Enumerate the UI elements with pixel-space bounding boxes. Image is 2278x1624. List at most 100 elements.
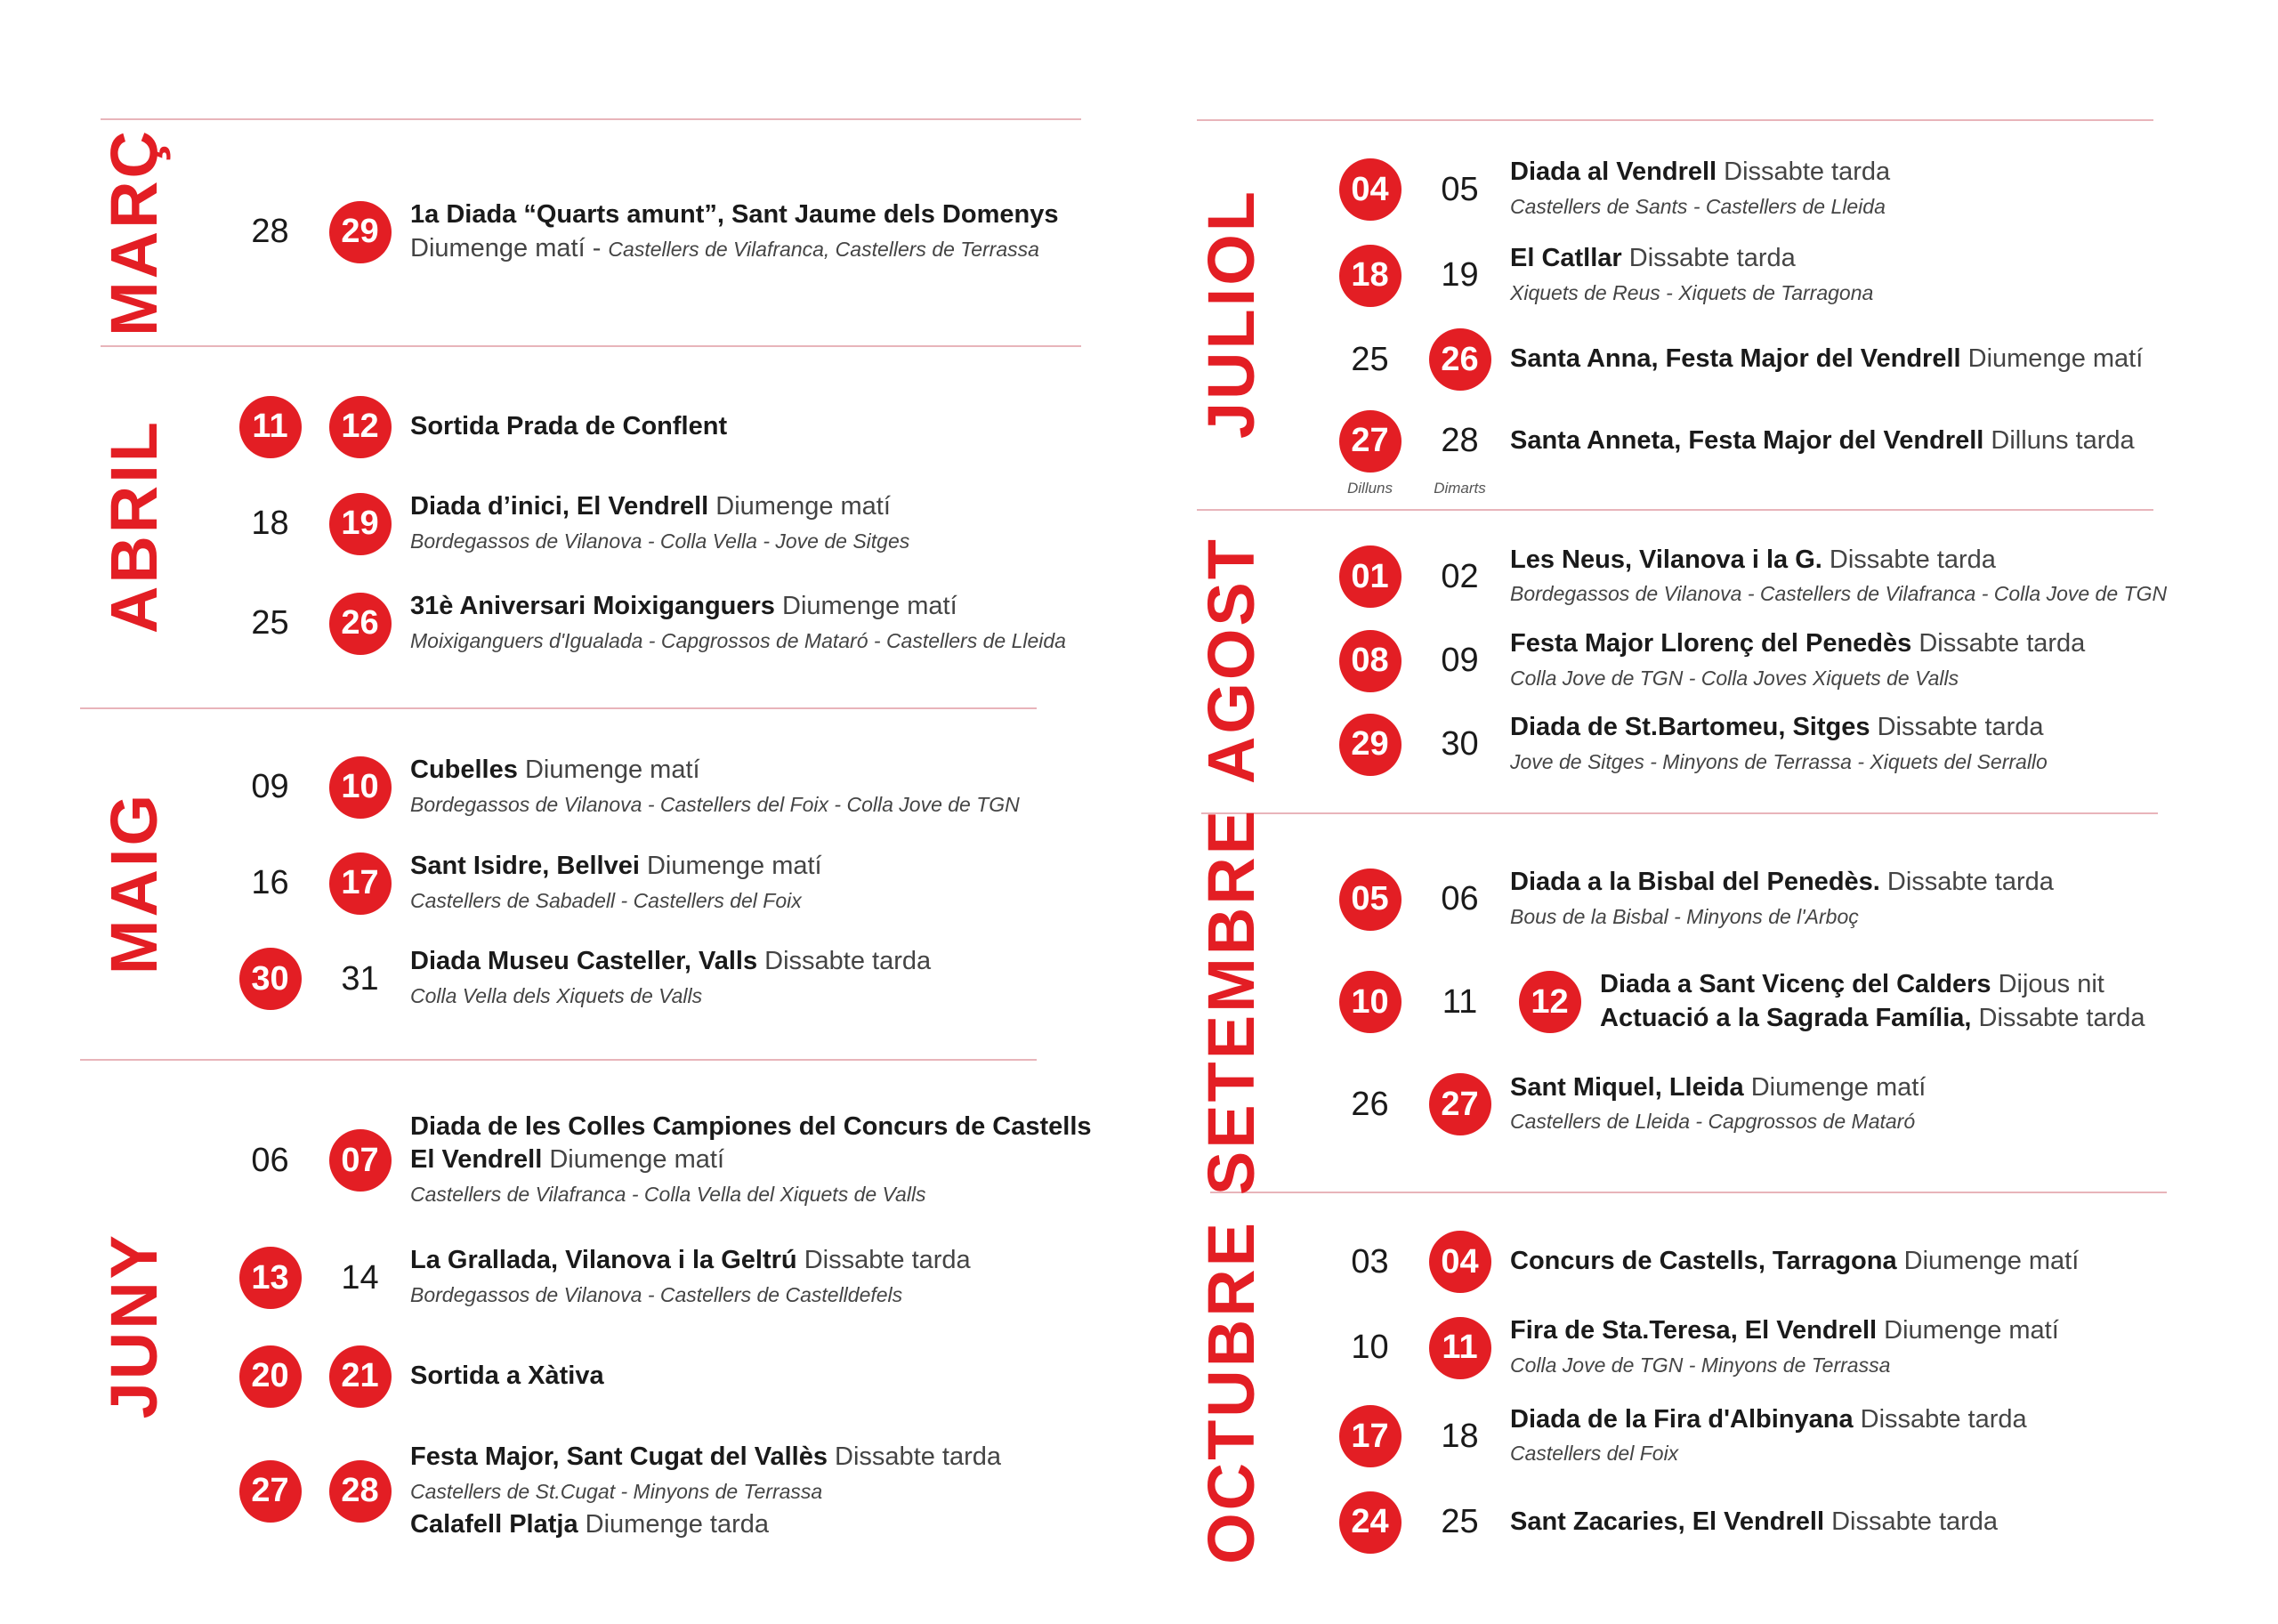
day-number: 25: [1441, 1503, 1479, 1541]
event-colles: Castellers de St.Cugat - Minyons de Terr…: [410, 1479, 823, 1503]
day-cell: 12: [1505, 971, 1595, 1033]
event-name: Sortida a Xàtiva: [410, 1361, 604, 1390]
entry-line: Castellers de Sabadell - Castellers del …: [410, 884, 822, 917]
entry-text: Cubelles Diumenge matí Bordegassos de Vil…: [410, 754, 1020, 820]
entry-text: Diada de St.Bartomeu, Sitges Dissabte ta…: [1510, 711, 2048, 778]
entry-text: Concurs de Castells, Tarragona Diumenge …: [1510, 1245, 2079, 1279]
day-number: 09: [1441, 642, 1479, 679]
month-label-box: SETEMBRE: [1177, 808, 1284, 1195]
entry: 04 05 Diada al Vendrell Dissabte tarda Cast…: [1325, 156, 2242, 222]
entries: 09 10 Cubelles Diumenge matí Bordegassos de…: [225, 707, 1121, 1059]
day-number: 28: [1441, 422, 1479, 459]
event-colles: Castellers de Vilafranca - Colla Vella d…: [410, 1183, 926, 1207]
event-name: Santa Anneta, Festa Major del Vendrell: [1510, 425, 1984, 455]
entry: 27 28 Festa Major, Sant Cugat del Vallès D…: [225, 1441, 1121, 1541]
event-colles: Jove de Sitges - Minyons de Terrassa - X…: [1510, 749, 2048, 773]
entry: 03 04 Concurs de Castells, Tarragona Diume…: [1325, 1231, 2242, 1294]
entry: 24 25 Sant Zacaries, El Vendrell Dissabte …: [1325, 1491, 2242, 1554]
day-cell: 10: [1325, 971, 1415, 1033]
entry: 09 10 Cubelles Diumenge matí Bordegassos de…: [225, 754, 1121, 820]
event-colles: Moixiganguers d'Igualada - Capgrossos de…: [410, 628, 1066, 652]
entries: 06 07 Diada de les Colles Campiones del Co…: [225, 1059, 1121, 1593]
day-cell: 26: [1415, 328, 1505, 392]
event-name: Sant Isidre, Bellvei: [410, 851, 640, 880]
event-colles: Bordegassos de Vilanova - Castellers de …: [410, 1283, 903, 1307]
entry: 08 09 Festa Major Llorenç del Penedès Diss…: [1325, 627, 2242, 694]
day-cell: 16: [225, 852, 315, 915]
day-circled: 12: [328, 395, 392, 458]
event-colles: Castellers de Lleida - Capgrossos de Mat…: [1510, 1110, 1916, 1134]
day-number: 30: [1441, 725, 1479, 764]
event-name: Diada de les Colles Campiones del Concur…: [410, 1111, 1092, 1141]
event-name: Sant Miquel, Lleida: [1510, 1072, 1744, 1102]
day-circled: 08: [1338, 629, 1402, 692]
rule-line: [101, 345, 1081, 347]
day-cell: 11: [225, 395, 315, 458]
month-name: JUNY: [96, 1232, 171, 1419]
entry-line: Sant Zacaries, El Vendrell Dissabte tard…: [1510, 1506, 1998, 1539]
month-section: SETEMBRE 05 06 Diada a la Bisbal del Penedè…: [1177, 808, 2242, 1195]
event-time: Dissabte tarda: [1919, 628, 2086, 658]
event-colles: Colla Jove de TGN - Colla Joves Xiquets …: [1510, 666, 1959, 690]
entry-line: La Grallada, Vilanova i la Geltrú Dissab…: [410, 1244, 971, 1278]
entries: 11 12 Sortida Prada de Conflent 18 19 Diada d…: [225, 345, 1121, 707]
rule-line: [1197, 119, 2153, 121]
entry-text: Festa Major Llorenç del Penedès Dissabte…: [1510, 627, 2085, 694]
day-circled: 17: [1338, 1405, 1402, 1468]
event-name: Diada a Sant Vicenç del Calders: [1600, 970, 1991, 999]
entry: 01 02 Les Neus, Vilanova i la G. Dissabte …: [1325, 544, 2242, 610]
day-circled: 29: [328, 200, 392, 263]
day-cell: 10: [315, 755, 405, 819]
day-circled: 27: [238, 1459, 302, 1523]
day-circled: 07: [328, 1129, 392, 1192]
entry-line: Moixiganguers d'Igualada - Capgrossos de…: [410, 624, 1066, 658]
entry-line: Colla Jove de TGN - Colla Joves Xiquets …: [1510, 661, 2085, 695]
rule-line: [80, 1059, 1037, 1061]
day-circled: 27: [1338, 409, 1402, 473]
event-time: Diumenge matí: [646, 851, 822, 880]
event-time: Diumenge matí: [524, 755, 700, 785]
entry-text: Diada Museu Casteller, Valls Dissabte ta…: [410, 945, 931, 1012]
event-time: Dissabte tarda: [804, 1246, 971, 1275]
entry-line: Sortida Prada de Conflent: [410, 410, 727, 444]
day-cell: 04: [1415, 1231, 1505, 1294]
entry-text: Diada de la Fira d'Albinyana Dissabte ta…: [1510, 1403, 2027, 1470]
entry-text: Sortida a Xàtiva: [410, 1360, 604, 1394]
day-cell: 25: [1415, 1491, 1505, 1554]
day-cell: 21: [315, 1345, 405, 1408]
event-name: La Grallada, Vilanova i la Geltrú: [410, 1246, 797, 1275]
day-number: 18: [1441, 1417, 1479, 1455]
event-name: El Vendrell: [410, 1145, 543, 1175]
day-cell: 18: [1415, 1405, 1505, 1467]
entry-line: Bordegassos de Vilanova - Castellers de …: [1510, 577, 2167, 610]
event-name: Actuació a la Sagrada Família,: [1600, 1004, 1972, 1032]
entries: 04 05 Diada al Vendrell Dissabte tarda Cast…: [1325, 119, 2242, 509]
entry-text: El Catllar Dissabte tarda Xiquets de Reus…: [1510, 242, 1873, 309]
day-cell: 29: [315, 200, 405, 263]
entries: 28 29 1a Diada “Quarts amunt”, Sant Jaume …: [225, 118, 1121, 345]
day-name: Dimarts: [1434, 479, 1486, 497]
entry-text: Diada de les Colles Campiones del Concur…: [410, 1111, 1092, 1211]
month-name: JULIOL: [1193, 189, 1268, 440]
entry-text: Diada al Vendrell Dissabte tarda Castelle…: [1510, 156, 1890, 222]
entry-line: Castellers de Sants - Castellers de Llei…: [1510, 190, 1890, 223]
day-cell: 30: [225, 948, 315, 1011]
event-time: Diumenge matí -: [410, 233, 602, 263]
day-circled: 04: [1338, 158, 1402, 222]
month-label-box: JUNY: [80, 1059, 187, 1593]
day-cell: 30: [1415, 714, 1505, 776]
day-circled: 26: [328, 592, 392, 655]
event-time: Diumenge matí: [782, 592, 957, 621]
event-name: Cubelles: [410, 755, 518, 785]
event-colles: Xiquets de Reus - Xiquets de Tarragona: [1510, 280, 1874, 304]
entry-line: Sortida a Xàtiva: [410, 1360, 604, 1394]
event-time: Dilluns tarda: [1991, 425, 2135, 455]
entry-line: Xiquets de Reus - Xiquets de Tarragona: [1510, 276, 1873, 310]
day-cell: 31: [315, 948, 405, 1010]
entry-text: Les Neus, Vilanova i la G. Dissabte tard…: [1510, 544, 2167, 610]
event-time: Diumenge matí: [1884, 1316, 2059, 1345]
entry: 18 19 El Catllar Dissabte tarda Xiquets de …: [1325, 242, 2242, 309]
day-circled: 13: [238, 1247, 302, 1310]
event-time: Diumenge matí: [1750, 1072, 1927, 1102]
day-circled: 30: [238, 948, 302, 1011]
